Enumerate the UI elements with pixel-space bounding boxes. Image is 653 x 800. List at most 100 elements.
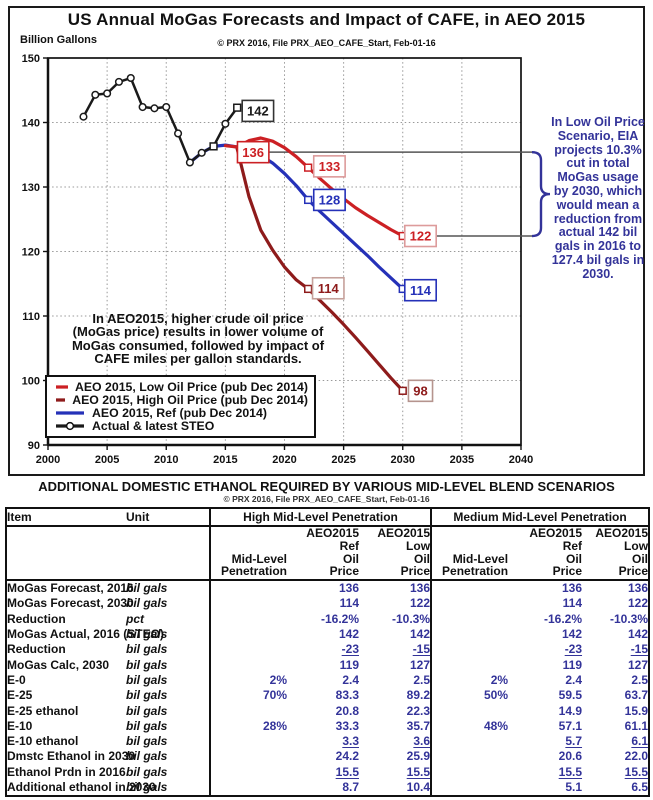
cell-value: 15.9 [624, 703, 649, 718]
cell-unit: bil gals [126, 780, 211, 797]
legend-item: AEO 2015, Ref (pub Dec 2014) [55, 406, 308, 420]
cell-value: 15.5 [624, 764, 649, 779]
cell-value [210, 749, 287, 764]
subheader-low-oil-price: AEO2015 Low Oil Price [582, 526, 650, 582]
y-axis-unit-label: Billion Gallons [20, 34, 98, 46]
y-tick-label: 120 [22, 247, 40, 259]
data-marker-square [304, 195, 313, 205]
cell-unit: bil gals [126, 672, 211, 689]
legend-item: AEO 2015, Low Oil Price (pub Dec 2014) [55, 380, 308, 394]
col-header-item: Item [6, 508, 126, 527]
cell-value: 59.5 [558, 688, 583, 703]
chart-title: US Annual MoGas Forecasts and Impact of … [67, 10, 586, 29]
x-tick-label: 2000 [36, 454, 60, 466]
cell-value: 127 [628, 657, 649, 672]
point-label-value: 128 [319, 193, 341, 208]
cell-unit: bil gals [126, 718, 211, 735]
cell-value [431, 658, 508, 673]
point-label-box [312, 188, 346, 212]
legend-line-sample [56, 411, 84, 415]
cell-item-label: MoGas Forecast, 2016 [7, 581, 134, 596]
cell-value: 142 [359, 627, 433, 643]
point-label-box [311, 276, 345, 300]
cell-value: 2.5 [359, 672, 433, 689]
cell-value: 5.1 [565, 780, 583, 795]
cell-value: 142 [338, 627, 359, 642]
data-marker-circle [114, 77, 123, 86]
x-tick-label: 2005 [95, 454, 119, 466]
table-row: E-25 bil gals 70% 83.3 89.2 50% 59.5 63.7 [6, 688, 649, 704]
cell-value: 14.9 [558, 703, 583, 718]
cell-value: -15 [630, 642, 649, 657]
point-label-box [403, 278, 437, 302]
cell-value: 25.9 [359, 749, 433, 765]
subheader-mid-level-penetration: Mid-Level Penetration [431, 526, 509, 582]
cell-unit: bil gals [126, 703, 211, 719]
legend-item: AEO 2015, High Oil Price (pub Dec 2014) [55, 393, 308, 407]
point-label-box [236, 140, 270, 164]
cell-value [431, 612, 508, 627]
x-tick-label: 2035 [450, 454, 474, 466]
cell-value: 57.1 [558, 718, 583, 733]
cell-item-label: E-25 [7, 688, 33, 703]
cell-value: 70% [262, 688, 287, 703]
cell-value [431, 780, 508, 796]
data-marker-square [398, 386, 407, 395]
group-header-high: High Mid-Level Penetration [210, 508, 433, 527]
cell-value: 136 [562, 581, 583, 596]
cell-value: 119 [562, 657, 583, 672]
cell-value: 20.6 [558, 749, 583, 764]
data-marker-circle [162, 102, 171, 112]
data-marker-circle [185, 158, 194, 167]
cell-value [431, 704, 508, 719]
cell-value: 20.8 [335, 703, 359, 718]
cell-value: 10.4 [359, 780, 433, 797]
legend-item: Actual & latest STEO [55, 419, 308, 433]
table-row: MoGas Actual, 2016 (STEO) bil gals 142 142 1… [6, 627, 649, 643]
cell-value: 2% [490, 672, 509, 687]
cell-value [210, 642, 287, 657]
cell-value: 127 [359, 657, 433, 673]
cell-value [431, 642, 508, 657]
cell-item-label: Reduction [7, 642, 66, 657]
cell-unit: pct [126, 611, 211, 628]
cell-value: 114 [562, 596, 583, 611]
group-header-medium: Medium Mid-Level Penetration [431, 508, 650, 527]
chart-legend: AEO 2015, Low Oil Price (pub Dec 2014) AE… [45, 375, 316, 438]
data-marker-circle [91, 90, 100, 99]
cell-value: 22.3 [359, 703, 433, 719]
point-label-value: 142 [247, 103, 269, 118]
cell-unit: bil gals [126, 580, 211, 597]
cell-item-label: Ethanol Prdn in 2016 [7, 764, 126, 779]
data-marker-square [209, 142, 218, 151]
cell-value: 3.6 [359, 734, 433, 750]
table-row: MoGas Forecast, 2016 bil gals 136 136 136 136 [6, 580, 649, 597]
aeo2015-note: In AEO2015, higher crude oil price (MoGa… [71, 311, 325, 367]
cell-item-label: E-10 ethanol [7, 734, 79, 749]
subheader-ref-oil-price: AEO2015 Ref Oil Price [508, 526, 583, 582]
cell-value: 114 [339, 596, 359, 611]
cell-item-label: E-0 [7, 672, 26, 687]
data-marker-circle [174, 129, 183, 138]
point-label-value: 136 [242, 145, 264, 160]
cell-item-label: MoGas Calc, 2030 [7, 657, 110, 672]
cell-value [431, 734, 508, 749]
chart-credit-line: © PRX 2016, File PRX_AEO_CAFE_Start, Feb… [217, 38, 436, 48]
cell-value: 3.3 [342, 734, 359, 749]
table-row: E-25 ethanol bil gals 20.8 22.3 14.9 15.9 [6, 703, 649, 719]
cell-value: -10.3% [359, 611, 433, 628]
table-header-row: Item Unit High Mid-Level Penetration Medium… [6, 508, 650, 527]
cell-value [210, 765, 287, 780]
x-tick-label: 2020 [272, 454, 296, 466]
subheader-blank [6, 526, 211, 582]
table-row: Reduction pct -16.2% -10.3% -16.2% -10.3% [6, 611, 649, 628]
cell-value: 15.5 [335, 764, 359, 779]
cell-value [431, 596, 508, 611]
data-marker-circle [126, 73, 135, 83]
legend-line-sample [56, 384, 68, 389]
cell-value: 28% [262, 718, 287, 733]
cell-value: 24.2 [335, 749, 359, 764]
cell-unit: bil gals [126, 642, 211, 658]
cell-value: 6.1 [631, 734, 649, 749]
x-tick-label: 2025 [331, 454, 355, 466]
